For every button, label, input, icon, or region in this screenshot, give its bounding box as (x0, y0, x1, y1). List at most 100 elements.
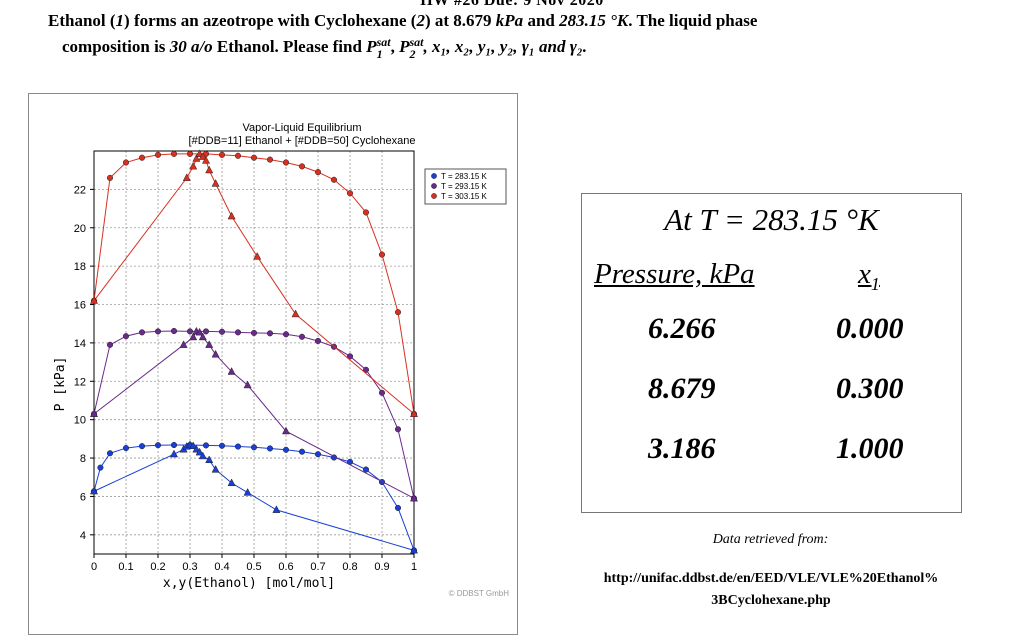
component-index-2: 2 (416, 11, 425, 30)
x-tick-label: 0.1 (118, 561, 133, 573)
liquid-point (314, 451, 322, 458)
vapor-point (179, 340, 188, 348)
liquid-point (122, 445, 130, 452)
liquid-point (154, 328, 162, 335)
vapor-point (205, 165, 214, 174)
table-title: At T = 283.15 °K (664, 202, 879, 237)
series-group (89, 326, 419, 502)
liquid-point (250, 329, 258, 336)
index-subscript: 1 (376, 47, 383, 62)
y-tick-label: 4 (80, 530, 86, 542)
vapor-point (182, 173, 191, 181)
problem-line-2: composition is 30 a/o Ethanol. Please fi… (48, 34, 988, 60)
problem-statement: Ethanol (1) forms an azeotrope with Cycl… (48, 8, 988, 60)
vapor-point (201, 156, 211, 164)
legend-marker (431, 173, 437, 179)
x-tick-label: 0.2 (150, 561, 165, 573)
x-tick-label: 0.7 (310, 561, 325, 573)
source-url-line-1[interactable]: http://unifac.ddbst.de/en/EED/VLE/VLE%20… (603, 571, 939, 586)
grid (94, 151, 414, 554)
liquid-point (282, 331, 290, 338)
y-tick-label: 16 (74, 300, 86, 312)
chart-subtitle: [#DDB=11] Ethanol + [#DDB=50] Cyclohexan… (189, 135, 416, 147)
vapor-point (291, 309, 300, 318)
y-tick-label: 18 (74, 261, 86, 273)
vapor-point (192, 154, 201, 162)
y-tick-label: 20 (74, 223, 86, 235)
x-tick-label: 0.8 (342, 561, 357, 573)
vapor-point (189, 161, 198, 170)
liquid-point (266, 330, 274, 337)
vapor-point (169, 449, 179, 458)
x-tick-label: 1 (411, 561, 417, 573)
unknown-variables: , x₁, x₂, y₁, y₂, γ₁ and γ₂. (423, 37, 587, 56)
vapor-point (227, 367, 236, 375)
vapor-point (198, 451, 207, 460)
vapor-point (281, 426, 291, 435)
problem-text: , (390, 37, 400, 56)
x1-cell: 1.000 (836, 432, 904, 465)
homework-title: HW #26 Due: 9 Nov 2020 (420, 0, 604, 9)
liquid-point (170, 150, 178, 157)
p-symbol: P (366, 37, 377, 56)
liquid-point (282, 159, 290, 166)
vapor-point (409, 409, 419, 417)
liquid-point (394, 309, 402, 316)
liquid-point (234, 152, 242, 159)
liquid-point (250, 444, 258, 451)
vapor-point (211, 349, 220, 358)
problem-text: composition is (62, 37, 170, 56)
vapor-point (189, 332, 198, 341)
vapor-point (195, 327, 204, 336)
problem-text: Ethanol ( (48, 11, 116, 30)
liquid-point (218, 442, 226, 449)
liquid-point (234, 443, 242, 450)
sat-superscript: sat (409, 35, 424, 50)
liquid-point (122, 333, 130, 340)
source-label: Data retrieved from: (712, 532, 829, 547)
liquid-point (266, 156, 274, 163)
pressure-cell: 6.266 (648, 312, 716, 345)
liquid-point (362, 209, 370, 216)
x1-cell: 0.000 (836, 312, 904, 345)
vapor-point (272, 505, 281, 513)
source-url[interactable]: http://unifac.ddbst.de/en/EED/VLE/VLE%20… (556, 568, 986, 612)
axis-ticks: 0 0.1 0.2 0.3 0.4 0.5 0.6 0.7 0.8 0.9 146810121416… (74, 184, 417, 573)
x-subscript: 1 (870, 273, 880, 294)
x1-column-header: x1 (858, 258, 880, 295)
liquid-point (154, 442, 162, 449)
y-tick-label: 10 (74, 415, 86, 427)
liquid-point (97, 464, 104, 471)
liquid-point (202, 442, 210, 449)
temperature-value: 283.15 °K (559, 11, 629, 30)
liquid-point (154, 151, 162, 158)
pressure-cell: 3.186 (648, 432, 716, 465)
liquid-point (378, 251, 386, 258)
vle-chart-svg: Vapor-Liquid Equilibrium [#DDB=11] Ethan… (53, 122, 509, 598)
liquid-point (250, 154, 258, 161)
data-table: At T = 283.15 °K Pressure, kPa x1 6.266 … (581, 193, 962, 513)
x-tick-label: 0.4 (214, 561, 229, 573)
x-tick-label: 0 (91, 561, 97, 573)
liquid-point (202, 328, 210, 335)
liquid-point (298, 333, 306, 340)
vapor-point (409, 545, 419, 554)
liquid-point (282, 446, 290, 453)
vapor-point (89, 296, 99, 304)
vapor-point (198, 152, 207, 160)
legend-box (424, 168, 507, 205)
legend-label: T = 303.15 K (441, 192, 488, 201)
source-url-line-2[interactable]: 3BCyclohexane.php (711, 593, 831, 608)
liquid-point (122, 159, 130, 166)
problem-text: ) at 8.679 (424, 11, 496, 30)
vapor-point (205, 340, 214, 348)
x-tick-label: 0.9 (374, 561, 389, 573)
liquid-point (298, 163, 306, 170)
problem-text: Ethanol. Please find (212, 37, 367, 56)
vapor-point (211, 179, 220, 187)
composition-value: 30 a/o (169, 37, 213, 56)
vapor-point (243, 380, 252, 389)
liquid-point (218, 328, 226, 335)
series-group (89, 440, 419, 554)
liquid-point (170, 441, 178, 449)
